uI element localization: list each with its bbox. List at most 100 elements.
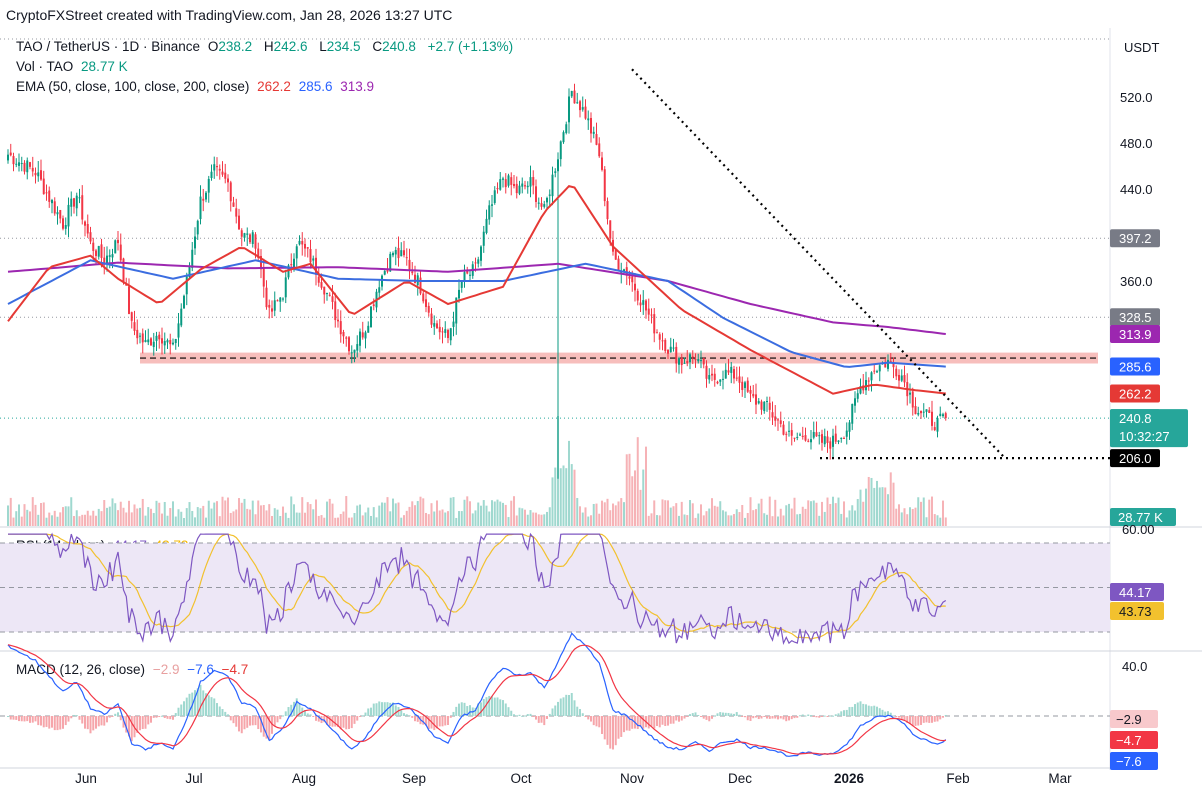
- macd-hist-bar: [614, 716, 617, 746]
- macd-badge-text: −2.9: [1116, 712, 1142, 727]
- macd-hist-bar: [232, 716, 235, 724]
- candle: [249, 233, 251, 245]
- candle-body: [367, 325, 370, 333]
- macd-hist-bar: [251, 716, 254, 726]
- candle: [279, 296, 282, 312]
- candle: [741, 376, 744, 397]
- candle: [507, 173, 510, 188]
- candle-body: [144, 340, 147, 343]
- candle-body: [15, 163, 18, 165]
- macd-hist-bar: [185, 697, 188, 716]
- candle: [106, 246, 108, 272]
- price-tick-label: 440.0: [1120, 182, 1153, 197]
- candle: [350, 345, 353, 364]
- candle-body: [895, 368, 898, 377]
- macd-axis-label: 40.0: [1122, 659, 1147, 674]
- candle-body: [262, 268, 265, 287]
- volume-bar: [364, 512, 367, 526]
- volume-bar: [229, 512, 232, 526]
- volume-bar: [840, 513, 843, 526]
- candle: [917, 406, 920, 417]
- candle: [661, 332, 664, 351]
- candle-body: [251, 232, 254, 244]
- candle: [273, 291, 276, 317]
- candle: [425, 291, 427, 313]
- volume-bar: [141, 498, 144, 526]
- candle: [364, 330, 367, 349]
- candle-body: [771, 412, 774, 418]
- macd-hist-bar: [18, 716, 20, 722]
- candle: [856, 389, 859, 403]
- volume-bar: [771, 516, 774, 526]
- candle-body: [845, 430, 848, 437]
- volume-bar: [620, 498, 623, 526]
- candle: [636, 288, 639, 306]
- macd-hist-bar: [535, 716, 537, 720]
- macd-hist-bar: [254, 716, 257, 726]
- symbol-name[interactable]: TAO / TetherUS · 1D · Binance: [16, 39, 201, 54]
- macd-hist-bar: [832, 715, 834, 717]
- macd-hist-bar: [150, 716, 152, 723]
- macd-hist-bar: [403, 713, 405, 716]
- candle-body: [227, 178, 229, 183]
- macd-hist-bar: [617, 716, 620, 739]
- candle: [933, 421, 936, 432]
- candle: [199, 185, 202, 225]
- macd-hist-bar: [370, 707, 372, 716]
- ema-label[interactable]: EMA (50, close, 100, close, 200, close): [16, 79, 250, 94]
- volume-bar: [774, 499, 777, 526]
- candle-body: [796, 436, 799, 438]
- macd-hist-bar: [144, 716, 147, 729]
- macd-hist-bar: [136, 716, 139, 733]
- candle-body: [306, 247, 309, 249]
- candle-body: [724, 369, 727, 379]
- macd-hist-bar: [782, 716, 785, 720]
- open-label: O: [207, 39, 219, 54]
- ema50-value: 262.2: [257, 79, 291, 94]
- candle: [925, 409, 928, 418]
- candle-body: [562, 132, 565, 143]
- volume-bar: [403, 515, 405, 526]
- macd-hist-bar: [683, 716, 686, 719]
- candle-body: [647, 308, 650, 315]
- candle: [15, 158, 18, 168]
- candle: [672, 338, 675, 352]
- candle: [328, 292, 331, 297]
- candle: [922, 403, 925, 418]
- candle-body: [317, 276, 320, 283]
- candle-body: [444, 329, 447, 333]
- candle: [353, 349, 356, 363]
- candle: [339, 310, 342, 343]
- volume-bar: [766, 514, 768, 526]
- macd-hist-bar: [570, 693, 573, 716]
- candle: [829, 437, 832, 460]
- volume-bar: [488, 511, 491, 526]
- candle-body: [733, 369, 735, 379]
- candle: [452, 311, 455, 337]
- candle: [251, 230, 254, 248]
- candle-body: [128, 286, 130, 314]
- candle: [12, 152, 15, 172]
- candle-body: [460, 281, 463, 288]
- volume-bar: [796, 514, 799, 526]
- candle: [810, 430, 812, 450]
- candle-body: [425, 299, 427, 307]
- volume-bar: [114, 503, 117, 526]
- volume-bar: [224, 500, 227, 526]
- volume-bar: [400, 517, 403, 526]
- candle-body: [763, 401, 766, 412]
- volume-bar: [48, 512, 51, 526]
- macd-hist-bar: [427, 716, 430, 730]
- rsi-line: [8, 532, 947, 646]
- volume-bar: [370, 515, 372, 526]
- candle-body: [452, 321, 455, 327]
- volume-label[interactable]: Vol · TAO: [16, 59, 74, 74]
- volume-bar: [799, 513, 801, 526]
- candle-body: [284, 277, 287, 298]
- candle-body: [510, 177, 513, 185]
- volume-bar: [331, 503, 334, 526]
- candle-body: [631, 276, 634, 283]
- candle-body: [34, 172, 37, 176]
- candle: [730, 361, 733, 384]
